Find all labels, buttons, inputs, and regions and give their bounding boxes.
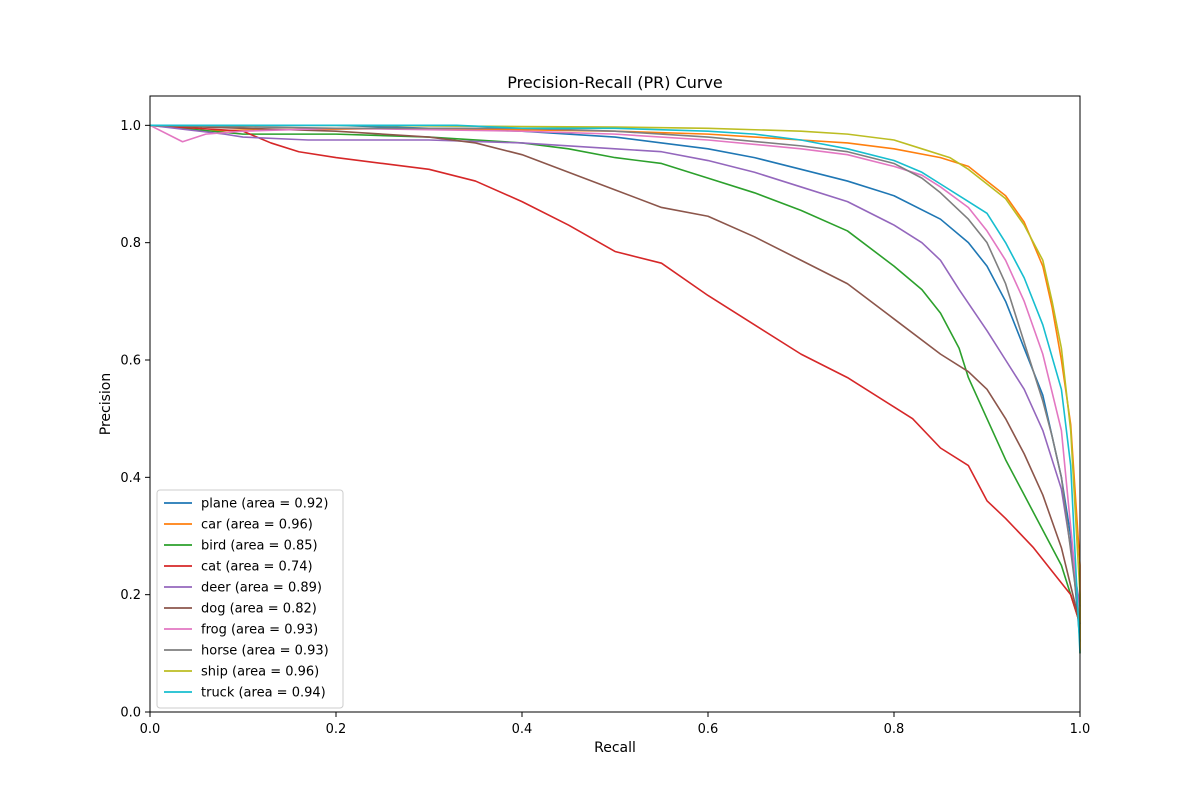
x-tick-label: 0.0 bbox=[140, 722, 161, 737]
x-tick-label: 0.4 bbox=[512, 722, 533, 737]
legend-entry-0: plane (area = 0.92) bbox=[201, 497, 328, 512]
legend-entry-9: truck (area = 0.94) bbox=[201, 686, 326, 701]
legend-box bbox=[156, 489, 344, 709]
series-line-9 bbox=[150, 124, 1081, 654]
y-tick-label: 0.0 bbox=[120, 706, 141, 721]
y-tick-label: 1.0 bbox=[120, 119, 141, 134]
chart-title: Precision-Recall (PR) Curve bbox=[507, 73, 723, 92]
series-line-3 bbox=[149, 124, 1081, 625]
y-tick-label: 0.2 bbox=[120, 588, 141, 603]
legend-entry-1: car (area = 0.96) bbox=[201, 518, 313, 533]
x-tick-label: 0.8 bbox=[884, 722, 905, 737]
legend-entry-6: frog (area = 0.93) bbox=[201, 623, 318, 638]
series-layer bbox=[149, 124, 1081, 654]
series-line-8 bbox=[150, 124, 1081, 654]
series-line-5 bbox=[149, 124, 1081, 625]
y-axis-ticks: 0.0 0.2 0.4 0.6 0.8 1.0 bbox=[120, 119, 150, 721]
y-tick-label: 0.4 bbox=[120, 471, 141, 486]
series-line-2 bbox=[149, 124, 1081, 625]
legend-entry-3: cat (area = 0.74) bbox=[201, 560, 313, 575]
legend-entry-7: horse (area = 0.93) bbox=[201, 644, 329, 659]
y-tick-label: 0.6 bbox=[120, 354, 141, 369]
series-line-7 bbox=[149, 124, 1081, 625]
legend: plane (area = 0.92) car (area = 0.96) bird… bbox=[156, 489, 344, 709]
x-tick-label: 1.0 bbox=[1070, 722, 1091, 737]
legend-entry-4: deer (area = 0.89) bbox=[201, 581, 322, 596]
x-axis-ticks: 0.0 0.2 0.4 0.6 0.8 1.0 bbox=[140, 712, 1091, 737]
legend-entry-8: ship (area = 0.96) bbox=[201, 665, 319, 680]
x-axis-label: Recall bbox=[594, 740, 636, 756]
x-tick-label: 0.6 bbox=[698, 722, 719, 737]
legend-entry-5: dog (area = 0.82) bbox=[201, 602, 317, 617]
x-tick-label: 0.2 bbox=[326, 722, 347, 737]
y-axis-label: Precision bbox=[98, 373, 114, 435]
legend-entry-2: bird (area = 0.85) bbox=[201, 539, 318, 554]
series-line-6 bbox=[149, 124, 1081, 625]
axes-frame bbox=[149, 95, 1081, 713]
series-line-4 bbox=[149, 124, 1081, 607]
y-tick-label: 0.8 bbox=[120, 236, 141, 251]
